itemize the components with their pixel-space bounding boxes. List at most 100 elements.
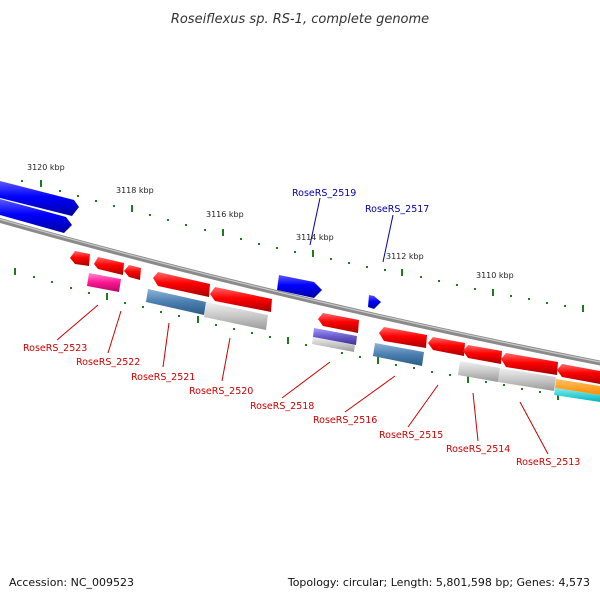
ruler-dot (294, 251, 296, 253)
ruler-tick (401, 269, 403, 276)
ruler-tick (40, 180, 42, 187)
ruler-dot (204, 229, 206, 231)
genome-summary-text: Topology: circular; Length: 5,801,598 bp… (287, 576, 590, 589)
ruler-dot (420, 276, 422, 278)
ruler-dot (384, 269, 386, 271)
ruler-dot (215, 324, 217, 326)
ruler-dot (149, 214, 151, 216)
gene-label-RoseRS_2519[interactable]: RoseRS_2519 (292, 188, 356, 199)
ruler-tick (377, 357, 379, 364)
feature-bar-orange (555, 379, 600, 395)
forward-gene-arrow (0, 181, 79, 216)
gene-RoseRS_2520-arrow[interactable] (210, 287, 272, 312)
ruler-dot (167, 219, 169, 221)
ruler-dot (124, 302, 126, 304)
ruler-dot (449, 374, 451, 376)
genome-backbone (0, 217, 600, 366)
ruler-dot (77, 195, 79, 197)
leader-line (162, 322, 170, 368)
ruler-dot (485, 381, 487, 383)
gene-RoseRS_2521-arrow[interactable] (153, 272, 210, 297)
gene-RoseRS_2516-arrow[interactable] (379, 327, 427, 348)
feature-bar-pink (87, 273, 121, 292)
ruler-tick (467, 376, 469, 383)
leader-line (519, 401, 549, 455)
gene-RoseRS_2517-arrow[interactable] (368, 295, 381, 309)
reverse-gene-arrow (124, 265, 141, 280)
ruler-label-3112: 3112 kbp (386, 252, 424, 261)
ruler-dot (258, 243, 260, 245)
leader-line (407, 384, 439, 428)
ruler-dot (503, 384, 505, 386)
ruler-dot (510, 295, 512, 297)
ruler-dot (178, 315, 180, 317)
ruler-dot (474, 288, 476, 290)
gene-RoseRS_2522-arrow[interactable] (94, 257, 124, 275)
gene-RoseRS_2513-arrow[interactable] (501, 353, 558, 375)
gene-label-RoseRS_2513[interactable]: RoseRS_2513 (516, 457, 580, 468)
feature-bar-gray (312, 337, 355, 352)
gene-label-RoseRS_2523[interactable]: RoseRS_2523 (23, 343, 87, 354)
ruler-dot (521, 388, 523, 390)
ruler-dot (431, 371, 433, 373)
ruler-label-3110: 3110 kbp (476, 271, 514, 280)
gene-label-RoseRS_2516[interactable]: RoseRS_2516 (313, 415, 377, 426)
feature-bar-gray (204, 302, 268, 330)
ruler-tick (557, 393, 559, 400)
gene-RoseRS_2523-arrow[interactable] (70, 251, 90, 266)
gene-label-RoseRS_2515[interactable]: RoseRS_2515 (379, 430, 443, 441)
ruler-dot (456, 284, 458, 286)
ruler-dot (95, 200, 97, 202)
ruler-dot (233, 328, 235, 330)
gene-RoseRS_2518-arrow[interactable] (318, 313, 359, 333)
gene-label-RoseRS_2517[interactable]: RoseRS_2517 (365, 204, 429, 215)
lower-ruler (14, 268, 559, 400)
ruler-dot (33, 276, 35, 278)
ruler-tick (106, 293, 108, 300)
gene-RoseRS_2515-arrow[interactable] (428, 337, 465, 356)
ruler-dot (21, 180, 23, 182)
ruler-dot (341, 352, 343, 354)
ruler-label-3118: 3118 kbp (116, 186, 154, 195)
ruler-dot (269, 336, 271, 338)
accession-text: Accession: NC_009523 (9, 576, 134, 589)
ruler-tick (222, 229, 224, 236)
ruler-tick (131, 205, 133, 212)
ruler-dot (564, 305, 566, 307)
ruler-dot (366, 266, 368, 268)
ruler-tick (197, 316, 199, 323)
genome-backbone-highlight (0, 218, 600, 363)
gene-label-RoseRS_2518[interactable]: RoseRS_2518 (250, 401, 314, 412)
gene-RoseRS_2519-arrow[interactable] (277, 275, 322, 298)
gene-label-RoseRS_2522[interactable]: RoseRS_2522 (76, 357, 140, 368)
ruler-dot (413, 367, 415, 369)
ruler-dot (546, 302, 548, 304)
feature-bar-gray (498, 368, 556, 391)
gene-label-RoseRS_2521[interactable]: RoseRS_2521 (131, 372, 195, 383)
leader-line (107, 310, 122, 354)
gene-label-RoseRS_2520[interactable]: RoseRS_2520 (189, 386, 253, 397)
ruler-dot (88, 292, 90, 294)
ruler-dot (305, 344, 307, 346)
ruler-tick (287, 337, 289, 344)
ruler-dot (70, 287, 72, 289)
feature-bar-purple (313, 328, 357, 345)
ruler-dot (251, 332, 253, 334)
leader-line (472, 392, 479, 442)
leader-line (221, 337, 231, 382)
ruler-dot (395, 364, 397, 366)
leader-line (56, 304, 99, 341)
ruler-tick (14, 268, 16, 275)
ruler-dot (51, 281, 53, 283)
leader-line (281, 361, 331, 399)
ruler-tick (582, 305, 584, 312)
ruler-label-3116: 3116 kbp (206, 210, 244, 219)
ruler-dot (359, 356, 361, 358)
feature-bar-steel (373, 343, 424, 366)
gene-RoseRS_2514-arrow[interactable] (463, 345, 502, 364)
gene-label-RoseRS_2514[interactable]: RoseRS_2514 (446, 444, 510, 455)
ruler-dot (276, 247, 278, 249)
reverse-gene-arrow (557, 364, 600, 384)
ruler-dot (59, 190, 61, 192)
ruler-label-3114: 3114 kbp (296, 233, 334, 242)
